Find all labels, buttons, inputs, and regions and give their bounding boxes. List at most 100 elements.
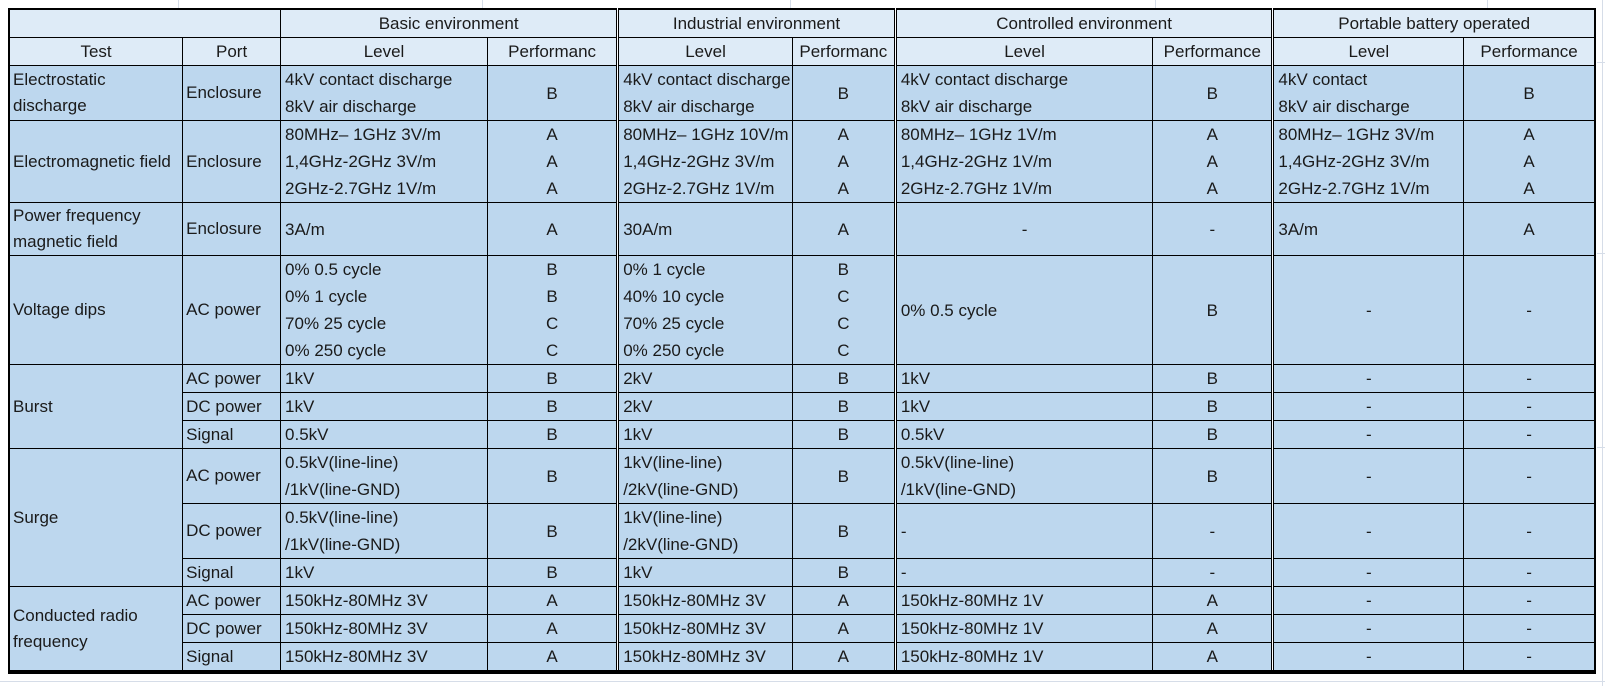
level-line: 1,4GHz-2GHz 3V/m — [285, 152, 437, 171]
performance-column-header: Performance — [1152, 37, 1274, 66]
level-line: /2kV(line-GND) — [623, 480, 739, 499]
level-cell: 150kHz-80MHz 3V — [616, 614, 793, 643]
performance-line: B — [1206, 300, 1218, 320]
performance-line: A — [1206, 619, 1218, 638]
table-row: Surge AC power 0.5kV(line-line)/1kV(line-G… — [8, 448, 1596, 587]
performance-cell: A — [791, 614, 896, 643]
performance-line: B — [1206, 466, 1218, 486]
test-name-cell: Burst — [8, 364, 184, 449]
table-row: Signal 1kV B 1kV B - - - - — [9, 558, 1596, 587]
level-line: 1kV — [285, 397, 315, 416]
level-cell: 1kV — [280, 558, 488, 587]
level-line: 150kHz-80MHz 3V — [623, 647, 766, 666]
performance-line: B — [837, 83, 849, 103]
level-cell: 80MHz– 1GHz 3V/m 1,4GHz-2GHz 3V/m 2GHz-2.7… — [1271, 120, 1465, 203]
level-line: - — [1365, 563, 1372, 582]
level-line: 0% 0.5 cycle — [900, 300, 998, 320]
level-cell: 150kHz-80MHz 1V — [893, 642, 1154, 673]
performance-cell: A — [1152, 614, 1274, 643]
level-line: 1kV — [900, 369, 931, 388]
level-line: /1kV(line-GND) — [285, 535, 401, 554]
performance-line: A — [546, 125, 558, 144]
performance-line: - — [1526, 521, 1532, 541]
level-line: 1,4GHz-2GHz 3V/m — [1278, 152, 1430, 171]
performance-line: - — [1209, 563, 1216, 582]
level-cell: - — [1271, 614, 1465, 643]
table-row: DC power 0.5kV(line-line) /1kV(line-GND) B 1… — [9, 503, 1596, 559]
performance-line: - — [1526, 466, 1532, 486]
level-line: 30A/m — [623, 219, 673, 239]
level-line: 150kHz-80MHz 1V — [900, 591, 1044, 610]
level-line: 150kHz-80MHz 3V — [285, 619, 428, 638]
sheet-gridline — [1602, 0, 1603, 686]
level-line: - — [1365, 397, 1372, 416]
level-cell: - — [1271, 392, 1465, 421]
level-line: 0% 1 cycle — [623, 260, 706, 279]
performance-cell: A — [1152, 586, 1274, 615]
sheet-gridline — [178, 0, 179, 8]
performance-line: A — [837, 219, 849, 239]
port-cell: DC power — [182, 503, 282, 559]
level-line: 2kV — [623, 397, 653, 416]
performance-cell: - — [1152, 503, 1274, 559]
sheet-gridline — [0, 681, 1605, 682]
level-line: - — [1365, 369, 1372, 388]
test-name-cell: Conducted radio frequency — [8, 586, 184, 673]
table-row: Electrostatic discharge Enclosure 4kV cont… — [8, 65, 1596, 121]
performance-cell: A — [486, 586, 619, 615]
performance-cell: B — [791, 558, 896, 587]
performance-line: B — [837, 466, 849, 486]
level-cell: 2kV — [616, 364, 793, 393]
level-cell: - — [893, 503, 1154, 559]
level-line: - — [900, 521, 907, 541]
level-cell: 1kV(line-line) /2kV(line-GND) — [616, 503, 793, 559]
level-line: - — [1365, 619, 1372, 638]
test-column-header: Test — [8, 37, 184, 66]
performance-cell: A — [486, 202, 619, 256]
port-cell: AC power — [182, 586, 282, 615]
performance-line: - — [1526, 397, 1532, 416]
level-line: 0% 0.5 cycle — [285, 260, 382, 279]
level-line: 0.5kV(line-line) — [285, 508, 399, 527]
performance-cell: A — [791, 202, 896, 256]
performance-line: B — [1206, 369, 1218, 388]
level-cell: 0% 0.5 cycle — [893, 255, 1154, 365]
level-line: - — [900, 563, 907, 582]
port-cell: AC power — [182, 255, 282, 365]
sheet-gridline — [1155, 0, 1156, 8]
performance-cell: B — [1152, 255, 1274, 365]
level-line: 40% 10 cycle — [623, 287, 725, 306]
level-cell: - — [893, 202, 1154, 256]
test-name-cell: Power frequency magnetic field — [8, 202, 184, 256]
performance-cell: B — [486, 448, 619, 504]
sheet-gridline — [1597, 253, 1605, 254]
performance-line: - — [1526, 619, 1532, 638]
level-line: 4kV contact discharge — [900, 70, 1069, 89]
sheet-gridline — [1487, 0, 1488, 8]
level-line: 8kV air discharge — [623, 97, 755, 116]
level-cell: 150kHz-80MHz 3V — [616, 642, 793, 673]
level-line: 2GHz-2.7GHz 1V/m — [285, 179, 437, 198]
level-cell: 150kHz-80MHz 1V — [893, 586, 1154, 615]
performance-line: A — [1206, 179, 1218, 198]
sheet-gridline — [790, 0, 791, 8]
performance-cell: A — [486, 642, 619, 673]
level-line: 4kV contact — [1278, 70, 1368, 89]
level-line: 8kV air discharge — [900, 97, 1033, 116]
performance-column-header: Performance — [1463, 37, 1596, 66]
performance-line: B — [546, 369, 558, 388]
level-line: 1kV(line-line) — [623, 453, 723, 472]
port-cell: Signal — [182, 642, 282, 673]
test-name-cell: Surge — [8, 448, 184, 587]
level-cell: 1kV — [280, 364, 488, 393]
level-cell: - — [1271, 255, 1465, 365]
performance-cell: B — [486, 364, 619, 393]
performance-cell: B — [1152, 420, 1274, 449]
performance-cell: - — [1463, 586, 1596, 615]
table-row: DC power 1kV B 2kV B 1kV B - - — [9, 392, 1596, 421]
performance-cell: B — [1463, 65, 1596, 121]
sheet-gridline — [1597, 62, 1605, 63]
level-cell: - — [893, 558, 1154, 587]
emc-table-sheet: Basic environment Industrial environment C… — [8, 8, 1596, 674]
